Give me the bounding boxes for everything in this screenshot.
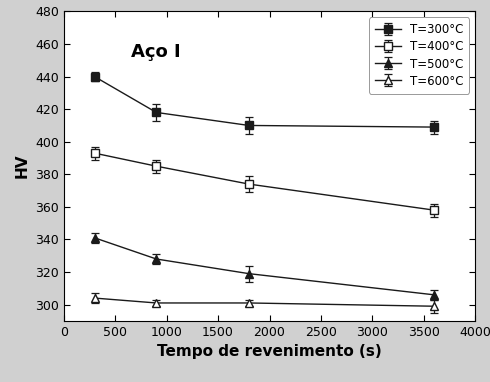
Legend: T=300°C, T=400°C, T=500°C, T=600°C: T=300°C, T=400°C, T=500°C, T=600°C <box>368 17 469 94</box>
Text: Aço I: Aço I <box>131 43 181 61</box>
Y-axis label: HV: HV <box>14 154 29 178</box>
X-axis label: Tempo de revenimento (s): Tempo de revenimento (s) <box>157 344 382 359</box>
